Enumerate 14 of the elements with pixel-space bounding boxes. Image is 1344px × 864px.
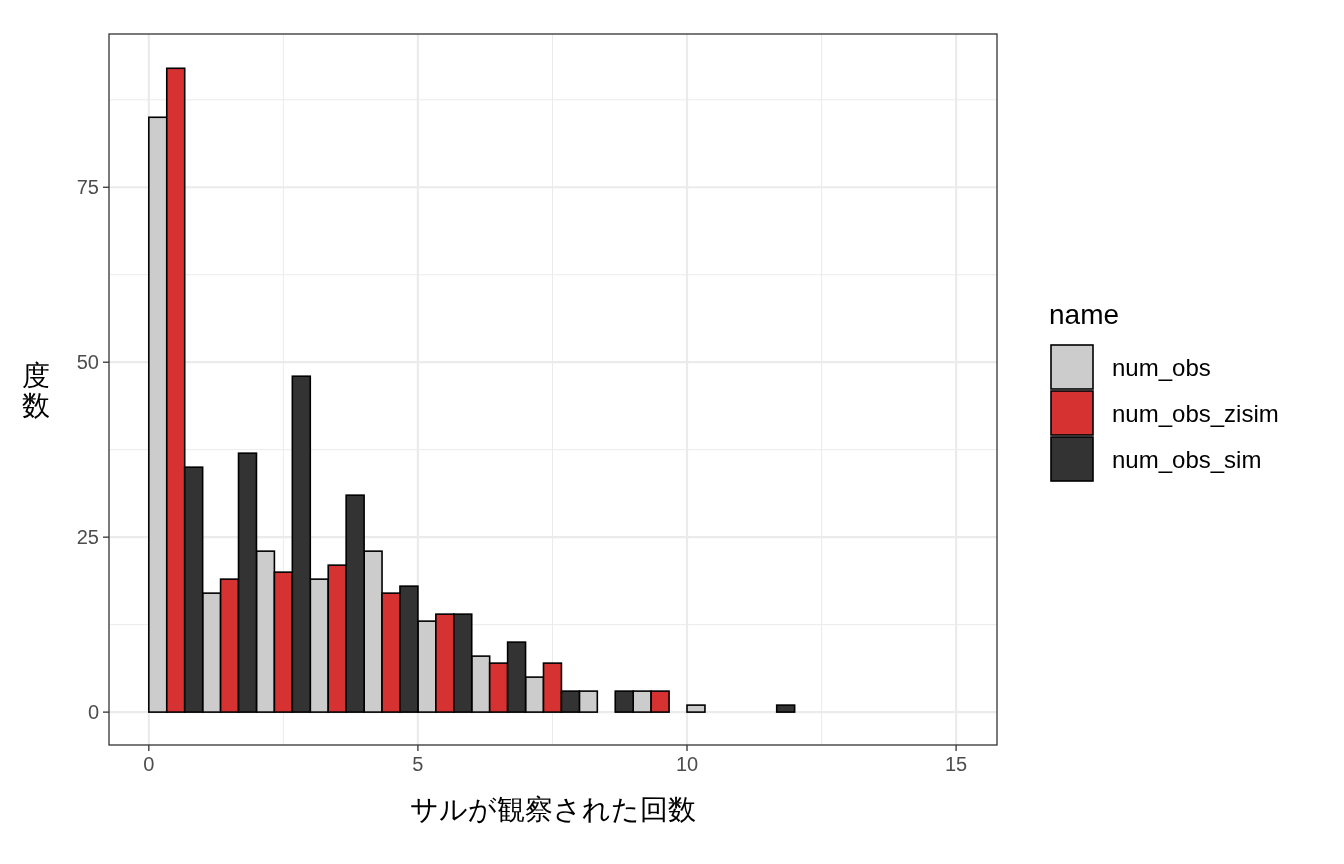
y-axis-title: 度数 xyxy=(22,359,50,421)
y-tick-label: 25 xyxy=(76,526,99,549)
x-tick-label: 5 xyxy=(412,753,424,775)
legend-label: num_obs_zisim xyxy=(1112,400,1279,427)
x-tick-label: 0 xyxy=(143,753,155,775)
y-tick-label: 50 xyxy=(76,351,99,374)
y-tick-label: 75 xyxy=(76,176,99,199)
x-axis-title: サルが観察された回数 xyxy=(410,794,696,825)
y-tick-label: 0 xyxy=(87,701,99,724)
legend-label: num_obs_sim xyxy=(1112,446,1262,473)
x-tick-label: 15 xyxy=(944,753,968,775)
legend-title: name xyxy=(1049,299,1120,330)
x-tick-label: 10 xyxy=(675,753,699,775)
legend-label: num_obs xyxy=(1112,354,1211,381)
